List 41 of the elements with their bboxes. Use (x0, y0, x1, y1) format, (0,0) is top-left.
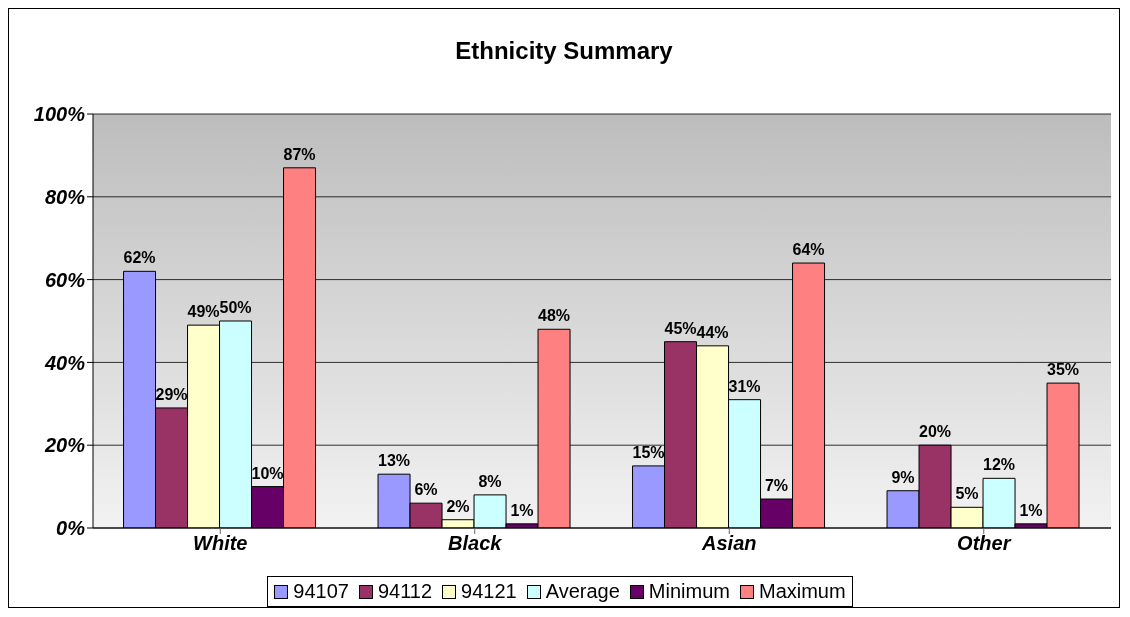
legend-label: 94112 (376, 580, 433, 603)
x-tick-label: White (193, 532, 248, 555)
legend-label: Average (544, 580, 620, 603)
data-label: 45% (664, 319, 697, 337)
data-label: 35% (1047, 361, 1080, 379)
legend-label: 94121 (460, 580, 517, 603)
data-label: 64% (792, 241, 825, 259)
x-tick-label: Black (448, 532, 503, 555)
data-label: 20% (919, 423, 952, 441)
data-label: 29% (155, 385, 188, 403)
data-label: 1% (1019, 501, 1043, 519)
y-tick-label: 60% (44, 268, 86, 291)
data-label: 2% (446, 497, 470, 515)
data-label: 62% (123, 249, 156, 267)
data-label: 9% (891, 468, 915, 486)
data-label: 50% (219, 299, 252, 316)
data-label: 15% (632, 443, 665, 461)
legend-label: Maximum (758, 580, 846, 603)
x-tick-label: Other (957, 532, 1012, 555)
data-label: 31% (728, 377, 761, 395)
legend-label: 94107 (292, 580, 349, 603)
data-label: 6% (414, 481, 438, 499)
x-tick-label: Asian (701, 532, 757, 555)
y-tick-label: 0% (56, 517, 86, 540)
data-label: 49% (187, 303, 220, 321)
data-label: 87% (283, 145, 316, 163)
y-tick-label: 20% (43, 434, 86, 457)
data-label: 1% (510, 501, 534, 519)
y-tick-label: 100% (33, 103, 86, 126)
data-label: 44% (696, 323, 729, 341)
data-label: 10% (251, 464, 284, 482)
legend-label: Minimum (647, 580, 730, 603)
y-tick-label: 40% (43, 351, 86, 374)
chart-title: Ethnicity Summary (454, 36, 674, 66)
data-label: 13% (378, 452, 411, 470)
y-tick-label: 80% (44, 185, 86, 208)
data-label: 12% (983, 456, 1016, 474)
data-label: 48% (538, 307, 571, 325)
data-label: 7% (764, 477, 789, 495)
data-label: 8% (478, 472, 502, 490)
data-label: 5% (955, 485, 979, 503)
